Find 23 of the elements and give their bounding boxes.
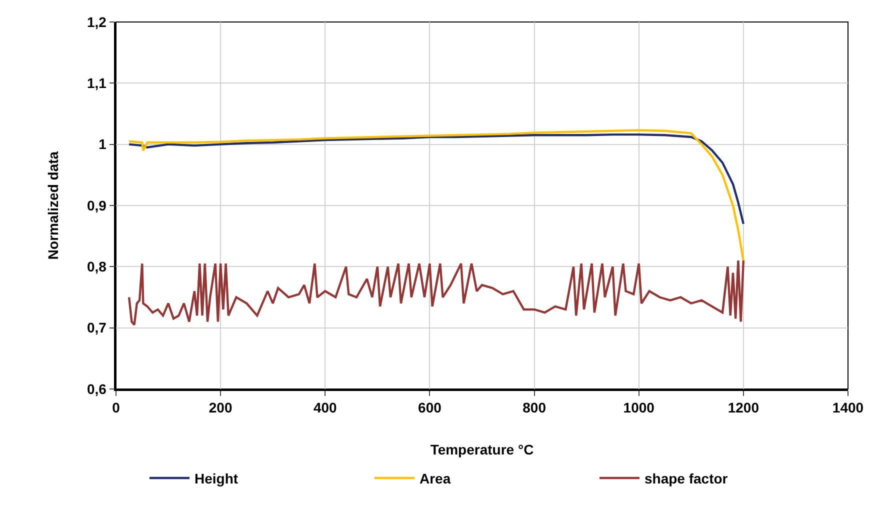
line-series xyxy=(128,133,745,225)
line-series xyxy=(128,129,745,262)
legend-label: Area xyxy=(420,470,451,486)
x-tick-label: 0 xyxy=(112,400,120,416)
line-series xyxy=(128,259,745,326)
y-tick-label: 1 xyxy=(98,136,107,152)
x-tick-label: 1000 xyxy=(623,400,655,416)
y-tick-label: 0,7 xyxy=(86,320,107,336)
x-tick-label: 400 xyxy=(313,400,338,416)
legend-label: shape factor xyxy=(644,470,728,486)
y-tick-label: 0,9 xyxy=(86,197,107,214)
y-axis-title: Normalized data xyxy=(45,151,62,260)
y-tick-label: 1,1 xyxy=(86,75,107,92)
x-tick-label: 200 xyxy=(208,400,232,416)
y-tick-label: 1,2 xyxy=(86,14,107,30)
x-tick-label: 600 xyxy=(418,400,442,416)
legend-label: Height xyxy=(194,470,238,486)
y-tick-label: 0,6 xyxy=(86,380,107,397)
x-tick-label: 1200 xyxy=(728,400,760,416)
x-tick-label: 800 xyxy=(522,400,546,416)
y-tick-label: 0,8 xyxy=(86,258,107,275)
x-axis-title: Temperature °C xyxy=(430,441,534,458)
x-tick-label: 1400 xyxy=(832,400,864,416)
